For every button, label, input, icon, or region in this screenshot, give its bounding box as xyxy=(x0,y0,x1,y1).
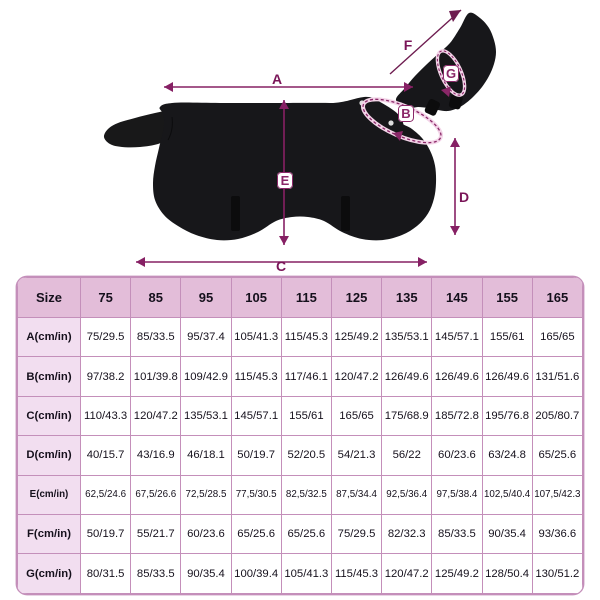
svg-text:C: C xyxy=(276,258,286,274)
svg-text:E: E xyxy=(281,173,290,188)
svg-text:G: G xyxy=(446,66,456,81)
svg-text:B: B xyxy=(401,106,410,121)
svg-text:F: F xyxy=(404,37,413,53)
svg-text:A: A xyxy=(272,71,282,87)
svg-text:D: D xyxy=(459,189,469,205)
